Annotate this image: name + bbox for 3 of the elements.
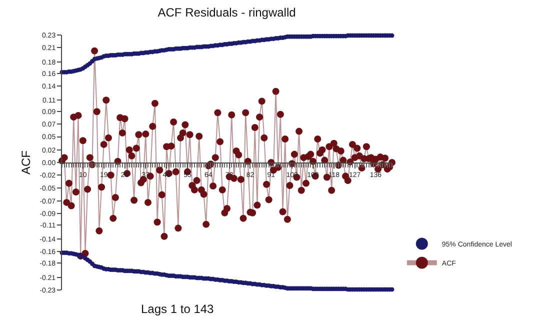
x-axis-title: Lags 1 to 143 — [141, 302, 214, 316]
y-axis-title: ACF — [18, 150, 33, 174]
chart-title: ACF Residuals - ringwalld — [158, 6, 296, 20]
